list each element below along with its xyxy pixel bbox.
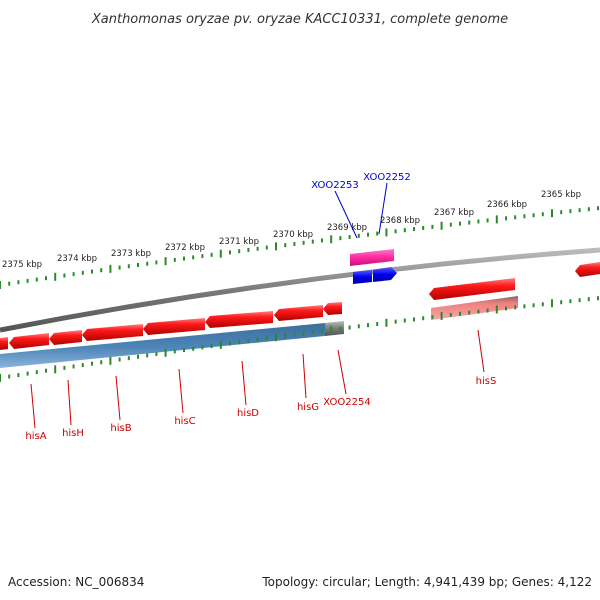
leader-line-hisB [115, 375, 121, 421]
gene-arrow-blue-left[interactable] [353, 270, 372, 284]
operon-block-hisS[interactable] [431, 296, 518, 320]
kbp-label: 2372 kbp [165, 243, 205, 253]
upper-tick-ruler [0, 206, 599, 289]
gene-label-hisG[interactable]: hisG [297, 402, 319, 413]
leader-line-xoo2253 [334, 190, 358, 239]
gene-arrow-blue-right[interactable] [373, 267, 397, 282]
forward-gene-track [0, 262, 600, 350]
gene-label-hisB[interactable]: hisB [110, 423, 131, 434]
lower-tick-ruler [0, 296, 599, 382]
leader-line-xoo2252 [378, 182, 388, 235]
gene-label-hisD[interactable]: hisD [237, 408, 259, 419]
gene-arrow-hisA-region[interactable] [0, 337, 8, 350]
gene-label-hisC[interactable]: hisC [174, 416, 195, 427]
gene-arrow[interactable] [9, 333, 49, 349]
leader-line-hisS [477, 329, 485, 373]
kbp-label: 2365 kbp [541, 190, 581, 200]
gene-label-xoo2254[interactable]: XOO2254 [323, 397, 370, 408]
kbp-label: 2371 kbp [219, 237, 259, 247]
gene-label-hisA[interactable]: hisA [25, 431, 46, 442]
kbp-label: 2368 kbp [380, 216, 420, 226]
gene-arrow[interactable] [323, 302, 342, 315]
kbp-label: 2373 kbp [111, 249, 151, 259]
topology-summary: Topology: circular; Length: 4,941,439 bp… [261, 575, 592, 589]
gene-label-xoo2253[interactable]: XOO2253 [311, 180, 358, 191]
gene-block-magenta[interactable] [350, 249, 394, 266]
gene-arrow[interactable] [205, 311, 273, 328]
kbp-label: 2375 kbp [2, 260, 42, 270]
leader-line-hisC [178, 368, 184, 414]
leader-line-hisA [30, 383, 36, 429]
gene-label-xoo2252[interactable]: XOO2252 [363, 172, 410, 183]
kbp-label-group: 2375 kbp 2374 kbp 2373 kbp 2372 kbp 2371 kbp… [2, 190, 581, 270]
gene-arrow[interactable] [49, 330, 82, 345]
genome-backbone [0, 247, 600, 333]
xoo2252-2253-genes [350, 249, 397, 284]
gene-arrow[interactable] [274, 305, 323, 321]
operon-block-his[interactable] [0, 323, 325, 368]
gene-label-hisH[interactable]: hisH [62, 428, 84, 439]
leader-line-hisH [67, 379, 72, 426]
leader-line-hisG [302, 353, 307, 399]
gene-arrow[interactable] [575, 262, 600, 277]
kbp-label: 2367 kbp [434, 208, 474, 218]
leader-line-hisD [241, 360, 247, 406]
gene-arrow[interactable] [143, 318, 205, 335]
kbp-label: 2366 kbp [487, 200, 527, 210]
gene-labels: XOO2253 XOO2252 hisA hisH hisB hisC hisD… [25, 172, 496, 442]
kbp-label: 2369 kbp [327, 223, 367, 233]
kbp-label: 2374 kbp [57, 254, 97, 264]
gene-arrow[interactable] [82, 324, 143, 341]
gene-arrow-hisS[interactable] [429, 278, 515, 300]
operon-track [0, 296, 518, 368]
leader-lines [30, 182, 485, 429]
gene-label-hisS[interactable]: hisS [476, 376, 497, 387]
kbp-label: 2370 kbp [273, 230, 313, 240]
leader-line-xoo2254 [337, 349, 347, 395]
map-title: Xanthomonas oryzae pv. oryzae KACC10331,… [91, 12, 508, 27]
operon-block-grey[interactable] [325, 321, 344, 336]
accession-text: Accession: NC_006834 [8, 575, 144, 589]
